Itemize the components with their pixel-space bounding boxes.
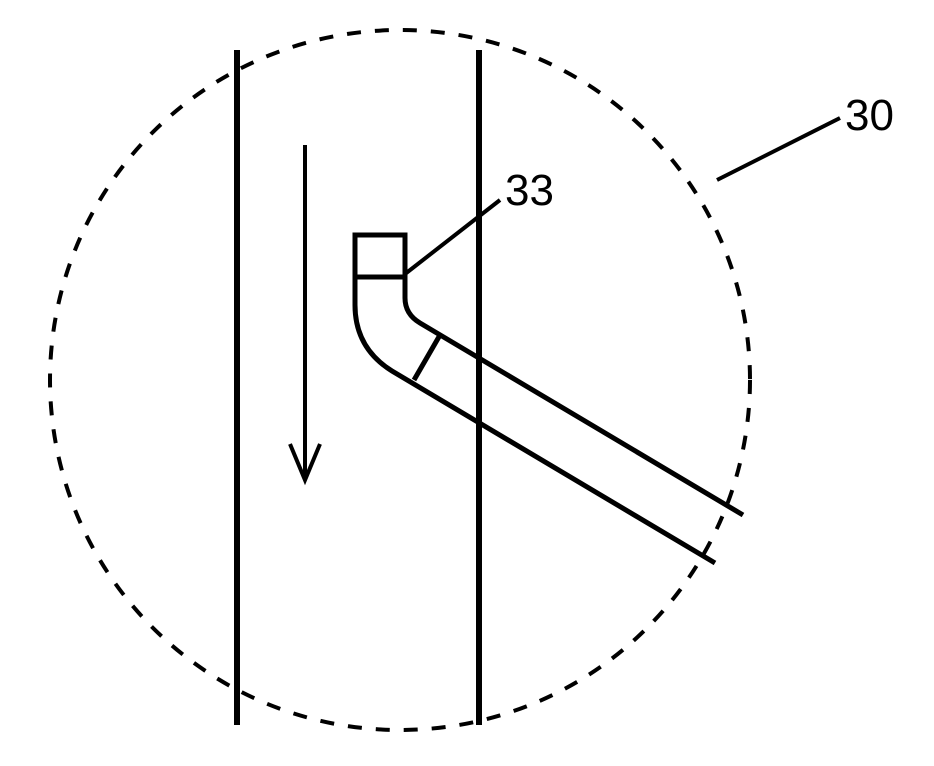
reference-label-30: 30: [845, 91, 894, 140]
flow-direction-arrow: [290, 145, 320, 480]
detail-circle: [50, 30, 750, 730]
leader-line-30: [717, 118, 840, 180]
reference-label-33: 33: [505, 166, 554, 215]
leader-line-33: [405, 200, 500, 274]
diagram-figure: 30 33: [0, 0, 934, 766]
bent-pipe: [355, 235, 743, 563]
